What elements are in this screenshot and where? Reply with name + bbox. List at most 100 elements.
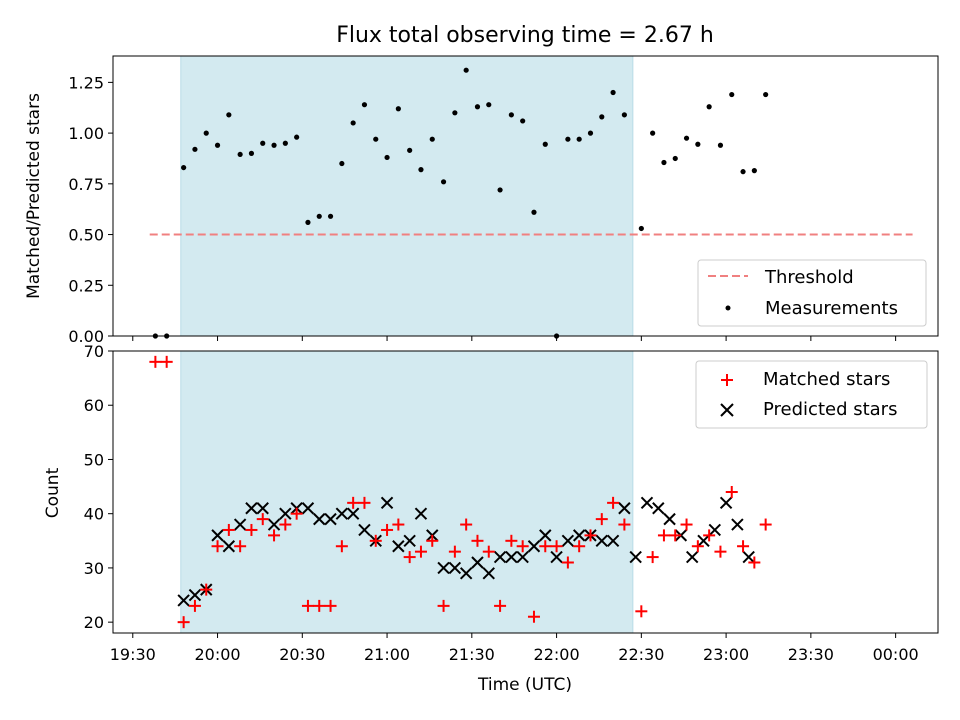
legend-measurements-label: Measurements	[765, 298, 898, 319]
measurement-point	[717, 142, 724, 148]
predicted-stroke	[719, 496, 733, 510]
measurement-point	[520, 118, 526, 124]
measurement-point	[316, 213, 322, 219]
bottom-y-tick-label: 20	[84, 613, 104, 632]
predicted-stroke	[256, 502, 269, 515]
predicted-star-point	[437, 561, 450, 575]
x-tick-label: 20:30	[279, 645, 325, 664]
matched-star-point	[714, 545, 727, 558]
predicted-star-point	[618, 502, 631, 515]
bottom-y-tick-label: 50	[84, 450, 104, 469]
measurement-point	[305, 219, 311, 225]
matched-star-point	[460, 518, 473, 531]
measurement-point	[327, 213, 334, 219]
predicted-star-point	[380, 496, 394, 510]
predicted-star-point	[550, 550, 563, 564]
predicted-stroke	[663, 512, 676, 526]
matched-star-point	[149, 355, 162, 368]
measurement-point	[282, 140, 288, 146]
measurement-point	[751, 168, 757, 174]
measurement-point	[429, 136, 435, 142]
matched-star-point	[759, 518, 772, 531]
matched-star-point	[256, 513, 269, 526]
predicted-stroke	[606, 534, 620, 548]
predicted-stroke	[595, 534, 608, 548]
x-tick-label: 00:00	[873, 645, 919, 664]
predicted-star-point	[301, 502, 315, 515]
measurement-point	[339, 160, 345, 167]
matched-star-point	[573, 540, 586, 553]
measurement-point	[565, 136, 571, 142]
measurement-point	[683, 135, 690, 141]
legend-measurements-swatch	[725, 305, 731, 311]
matched-star-point	[584, 529, 597, 542]
matched-star-point	[748, 556, 761, 569]
matched-star-point	[324, 599, 337, 612]
predicted-stroke	[211, 529, 224, 542]
predicted-stroke	[448, 561, 462, 575]
predicted-star-point	[685, 550, 699, 564]
top-y-tick-label: 0.50	[68, 226, 104, 245]
measurement-point	[706, 104, 712, 110]
matched-star-point	[358, 496, 371, 509]
predicted-stroke	[188, 588, 202, 602]
predicted-star-point	[595, 534, 608, 548]
matched-star-point	[222, 523, 235, 536]
predicted-star-point	[267, 518, 281, 531]
predicted-stroke	[482, 567, 495, 580]
predicted-star-point	[233, 518, 247, 531]
top-y-tick-label: 0.00	[68, 327, 104, 346]
legend-threshold-label: Threshold	[764, 267, 854, 288]
bottom-y-tick-label: 30	[84, 559, 104, 578]
bottom-panel: 20 30 40 50 60 70 19:30 20:00 20:30 21:00 21:30 22…	[43, 342, 939, 695]
predicted-stroke	[335, 507, 349, 520]
measurement-point	[638, 225, 644, 232]
matched-star-point	[177, 616, 190, 629]
predicted-star-point	[392, 540, 405, 553]
matched-star-point	[691, 540, 704, 553]
bottom-y-axis-label: Count	[43, 467, 63, 518]
matched-star-point	[188, 599, 201, 612]
matched-star-point	[527, 610, 540, 623]
measurement-point	[695, 141, 701, 147]
measurement-point	[587, 130, 594, 136]
predicted-star-point	[177, 594, 190, 607]
predicted-star-point	[256, 502, 269, 515]
predicted-stroke	[652, 502, 665, 515]
matched-star-point	[437, 599, 450, 612]
matched-star-point	[657, 529, 670, 542]
matched-star-point	[347, 496, 360, 509]
predicted-stroke	[516, 550, 529, 564]
x-tick-label: 22:00	[534, 645, 580, 664]
x-tick-label: 19:30	[110, 645, 156, 664]
predicted-stroke	[380, 496, 394, 510]
bottom-highlight-span	[180, 351, 633, 633]
matched-star-point	[539, 540, 552, 553]
predicted-stroke	[527, 540, 541, 553]
bottom-y-tick-label: 60	[84, 396, 104, 415]
measurement-point	[599, 114, 605, 120]
predicted-stroke	[222, 540, 236, 553]
x-tick-label: 22:30	[618, 645, 664, 664]
measurement-point	[271, 142, 277, 148]
measurement-point	[373, 136, 379, 142]
predicted-stroke	[561, 534, 575, 548]
measurement-point	[729, 91, 735, 98]
matched-star-point	[680, 518, 693, 531]
measurement-point	[418, 167, 424, 173]
bottom-x-ticks: 19:30 20:00 20:30 21:00 21:30 22:00 22:30 23:00…	[110, 633, 919, 664]
predicted-star-point	[697, 534, 710, 548]
matched-star-point	[561, 556, 574, 569]
predicted-star-point	[279, 507, 292, 520]
legend-matched-swatch	[721, 374, 733, 386]
matched-star-point	[290, 507, 303, 520]
predicted-star-point	[527, 540, 541, 553]
predicted-stroke	[301, 502, 315, 515]
predicted-star-point	[335, 507, 349, 520]
top-highlight-span	[180, 56, 633, 336]
x-tick-label: 20:00	[194, 645, 240, 664]
predicted-stroke	[697, 534, 710, 548]
top-y-tick-label: 1.25	[68, 73, 104, 92]
measurement-point	[740, 169, 746, 175]
predicted-star-point	[742, 550, 755, 564]
